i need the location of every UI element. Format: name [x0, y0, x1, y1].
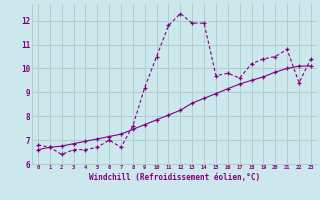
X-axis label: Windchill (Refroidissement éolien,°C): Windchill (Refroidissement éolien,°C)	[89, 173, 260, 182]
